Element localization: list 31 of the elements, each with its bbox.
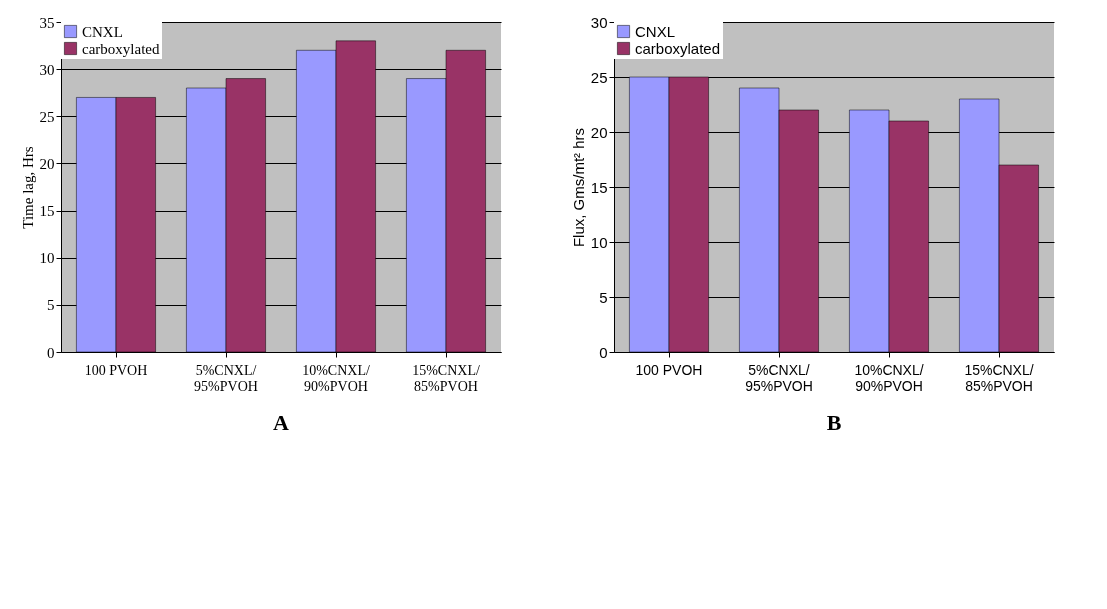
x-tick-label: 15%CNXL/ 85%PVOH [412, 362, 480, 394]
y-tick-label: 30 [590, 13, 608, 31]
y-tick-label: 35 [39, 14, 55, 31]
x-tick-label: 10%CNXL/ 90%PVOH [302, 362, 370, 394]
y-tick-label: 25 [590, 68, 608, 86]
x-tick-label: 15%CNXL/ 85%PVOH [964, 361, 1034, 394]
y-tick-label: 10 [590, 233, 608, 251]
x-tick-label: 100 PVOH [84, 362, 148, 378]
x-tick-label: 5%CNXL/ 95%PVOH [194, 362, 258, 394]
y-tick-label: 0 [47, 344, 55, 361]
legend-label: carboxylated [82, 40, 160, 57]
y-axis-title: Time lag, Hrs [19, 146, 36, 229]
legend-label: CNXL [82, 23, 123, 40]
y-tick-label: 30 [39, 61, 55, 78]
legend-label: CNXL [635, 22, 676, 40]
x-tick-label: 5%CNXL/ 95%PVOH [745, 361, 813, 394]
y-tick-label: 15 [590, 178, 608, 196]
y-tick-label: 5 [47, 297, 55, 314]
legend-label: carboxylated [635, 39, 721, 57]
text: A [273, 410, 290, 435]
y-tick-label: 20 [590, 123, 608, 141]
y-tick-label: 5 [599, 288, 608, 306]
text: B [826, 410, 842, 435]
y-tick-label: 0 [599, 343, 608, 361]
y-tick-label: 10 [39, 250, 55, 267]
y-tick-label: 15 [39, 203, 55, 220]
x-tick-label: 10%CNXL/ 90%PVOH [854, 361, 924, 394]
y-tick-label: 20 [39, 155, 55, 172]
y-tick-label: 25 [39, 108, 55, 125]
x-tick-label: 100 PVOH [635, 361, 703, 378]
y-axis-title: Flux, Gms/mt² hrs [569, 127, 587, 248]
